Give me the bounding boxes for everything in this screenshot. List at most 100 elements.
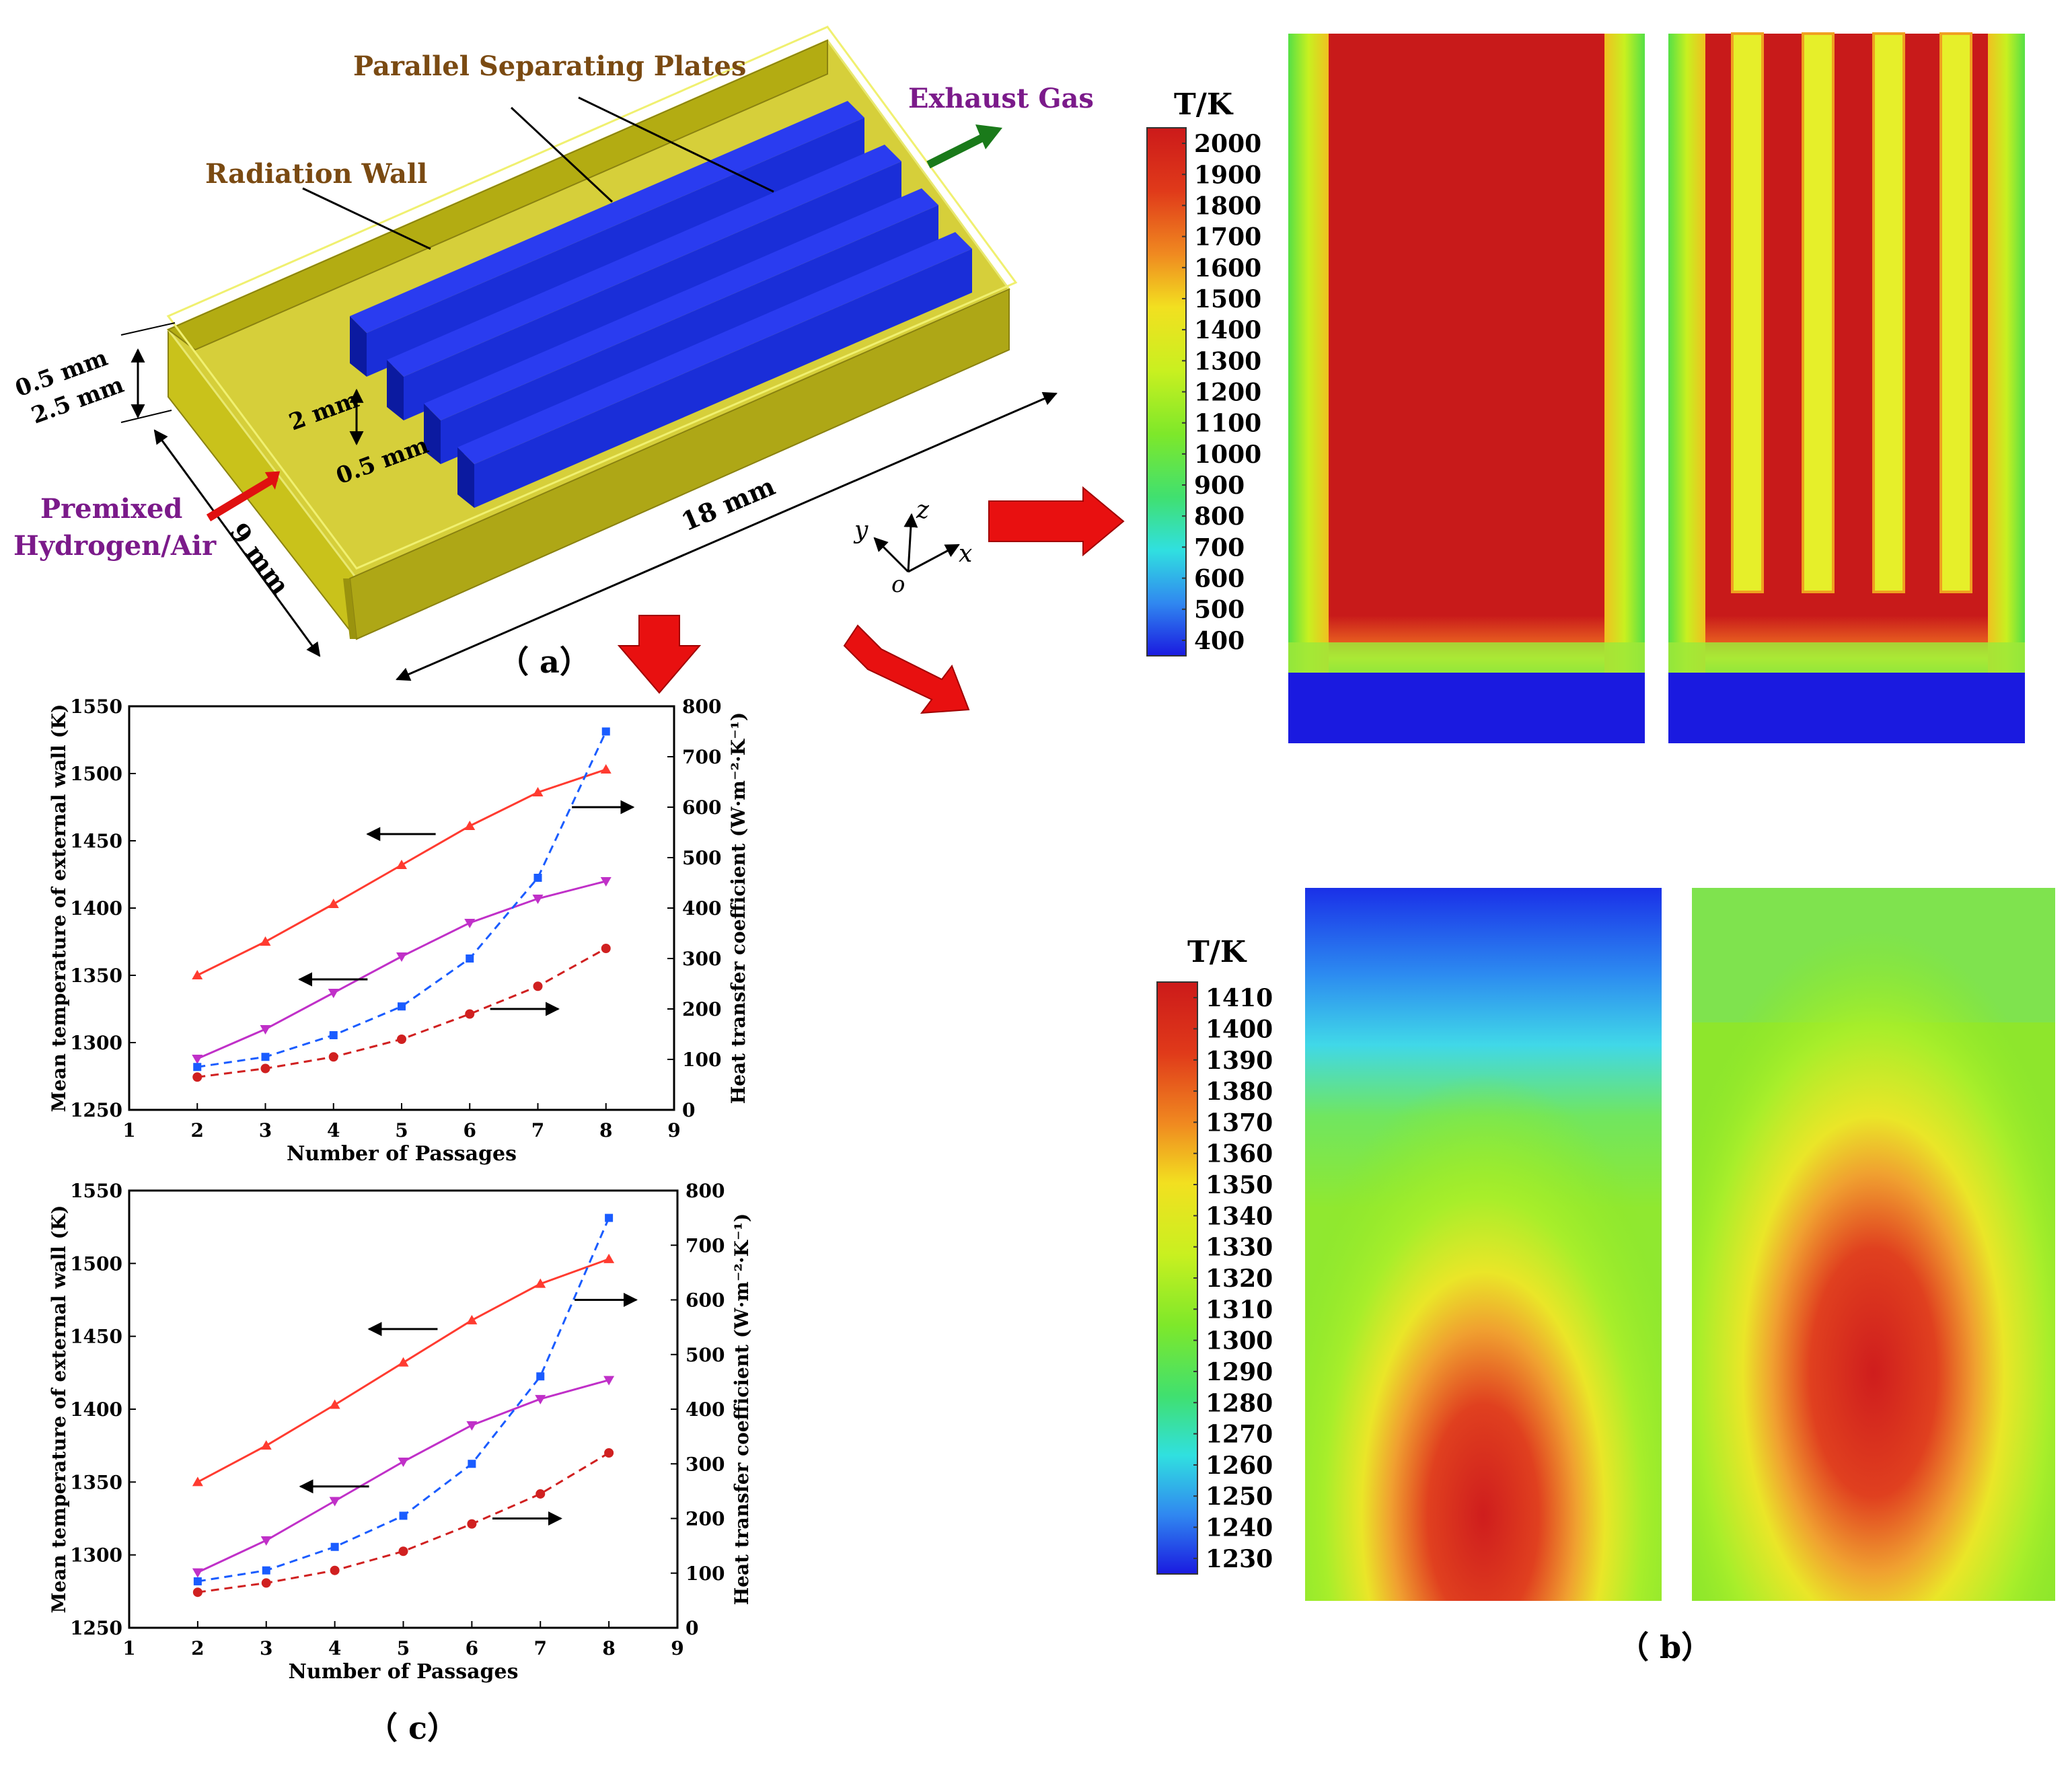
bottom-colorbar-tick-label: 1300: [1206, 1327, 1273, 1355]
data-point-2: [601, 727, 610, 736]
data-point-3: [397, 1035, 406, 1044]
data-point-1: [329, 1497, 340, 1507]
data-point-0: [466, 1314, 478, 1324]
bottom-colorbar-tick-label: 1240: [1206, 1514, 1273, 1542]
y-tick-label: 1450: [70, 1326, 122, 1348]
bottom-colorbar-ticks: 1410 1400 1390 1380 1370 1360 1350 1340 1330 1320…: [1193, 984, 1273, 1573]
x-tick-label: 1: [122, 1119, 135, 1141]
data-point-2: [399, 1511, 408, 1520]
y2-tick-label: 800: [686, 1180, 725, 1202]
data-point-2: [329, 1031, 338, 1039]
bottom-colorbar-tick-label: 1380: [1206, 1078, 1273, 1106]
x-tick-label: 3: [259, 1119, 272, 1141]
coordinate-axes: [873, 513, 960, 573]
bottom-colorbar-tick-label: 1370: [1206, 1109, 1273, 1137]
y2-tick-label: 100: [686, 1563, 725, 1585]
y2-tick-label: 400: [682, 897, 721, 919]
data-point-2: [533, 874, 542, 882]
data-point-1: [464, 919, 476, 928]
data-point-0: [398, 1357, 409, 1367]
inlet-arrow: [206, 474, 279, 522]
bottom-colorbar-tick-label: 1310: [1206, 1295, 1273, 1324]
bottom-colorbar-tick-label: 1410: [1206, 984, 1273, 1012]
x-tick-label: 8: [599, 1119, 612, 1141]
x-tick-label: 5: [395, 1119, 408, 1141]
y2-axis-label: Heat transfer coefficient (W·m⁻²·K⁻¹): [727, 712, 749, 1104]
panel-b-label: （ b）: [1618, 1629, 1712, 1665]
series-line-0: [197, 1258, 609, 1483]
plates-callout-line-2: [578, 96, 774, 193]
top-colorbar-tick-label: 1800: [1194, 192, 1261, 220]
y-tick-label: 1250: [70, 1617, 122, 1639]
data-point-1: [535, 1394, 546, 1404]
bottom-colorbar-tick-label: 1270: [1206, 1421, 1273, 1449]
data-point-0: [535, 1278, 546, 1288]
y-axis-label: Mean temperature of external wall (K): [48, 704, 70, 1113]
data-point-2: [536, 1372, 545, 1381]
y-tick-label: 1400: [70, 1398, 122, 1421]
data-point-1: [396, 952, 407, 962]
y2-tick-label: 300: [686, 1453, 725, 1475]
y2-tick-label: 0: [686, 1617, 698, 1639]
data-point-0: [260, 1440, 272, 1450]
data-point-1: [603, 1376, 615, 1386]
x-tick-label: 7: [531, 1119, 544, 1141]
top-colorbar-tick-label: 500: [1194, 596, 1245, 624]
bottom-colorbar-tick-label: 1280: [1206, 1389, 1273, 1417]
series-line-2: [197, 730, 607, 1068]
x-tick-label: 4: [328, 1637, 341, 1659]
series-line-1: [196, 880, 607, 1060]
y2-tick-label: 800: [682, 696, 721, 718]
top-colorbar-title: T/K: [1174, 87, 1234, 122]
data-point-3: [535, 1489, 546, 1499]
x-axis-label: Number of Passages: [288, 1660, 518, 1684]
series-line-1: [197, 1379, 609, 1574]
data-point-2: [262, 1566, 270, 1575]
series-line-2: [197, 1217, 610, 1583]
inlet-arrow-head: [264, 471, 281, 490]
bottom-colorbar-tick-label: 1260: [1206, 1452, 1273, 1480]
x-axis-label: Number of Passages: [287, 1142, 517, 1166]
data-point-3: [465, 1009, 475, 1019]
data-point-3: [601, 944, 611, 953]
exhaust-arrow-head: [975, 124, 1002, 149]
y-tick-label: 1250: [70, 1099, 122, 1121]
y-tick-label: 1500: [70, 763, 122, 785]
top-colorbar-tick-label: 1100: [1194, 410, 1261, 438]
top-field-1: [1288, 34, 1645, 743]
data-point-0: [396, 860, 407, 869]
data-point-3: [398, 1546, 408, 1556]
y-tick-label: 1450: [70, 830, 122, 852]
data-point-1: [328, 989, 339, 998]
bottom-colorbar-tick-label: 1390: [1206, 1047, 1273, 1075]
plate-1-top: [350, 101, 864, 333]
y-tick-label: 1500: [70, 1252, 122, 1275]
y-tick-label: 1300: [70, 1032, 122, 1054]
wall-callout-line: [302, 187, 431, 250]
data-point-2: [468, 1460, 476, 1468]
top-colorbar-tick-label: 1400: [1194, 316, 1261, 344]
y-tick-label: 1400: [70, 897, 122, 919]
bottom-colorbar-tick-label: 1250: [1206, 1482, 1273, 1511]
bottom-colorbar-tick-label: 1400: [1206, 1015, 1273, 1043]
arrow-to-b-bottom: [843, 624, 970, 714]
data-point-0: [532, 787, 544, 796]
x-tick-label: 1: [122, 1637, 135, 1659]
connector-arrows: [617, 486, 1125, 714]
bottom-colorbar-tick-label: 1340: [1206, 1202, 1273, 1230]
x-tick-label: 6: [466, 1637, 478, 1659]
chart-top: 1 2 3 4 5 6 7 8 9 1250 1300 1350 1400 1450 1500 1550 0 10…: [48, 696, 749, 1166]
x-tick-label: 7: [534, 1637, 547, 1659]
y2-tick-label: 100: [682, 1049, 721, 1071]
plot-frame: [128, 705, 675, 1111]
data-point-0: [192, 970, 203, 979]
radiation-wall-callout: Radiation Wall: [205, 158, 427, 190]
data-point-1: [192, 1568, 203, 1578]
bottom-colorbar-tick-label: 1320: [1206, 1265, 1273, 1293]
data-point-3: [192, 1587, 202, 1598]
x-tick-label: 9: [667, 1119, 680, 1141]
x-tick-label: 8: [602, 1637, 615, 1659]
data-point-0: [464, 821, 476, 830]
